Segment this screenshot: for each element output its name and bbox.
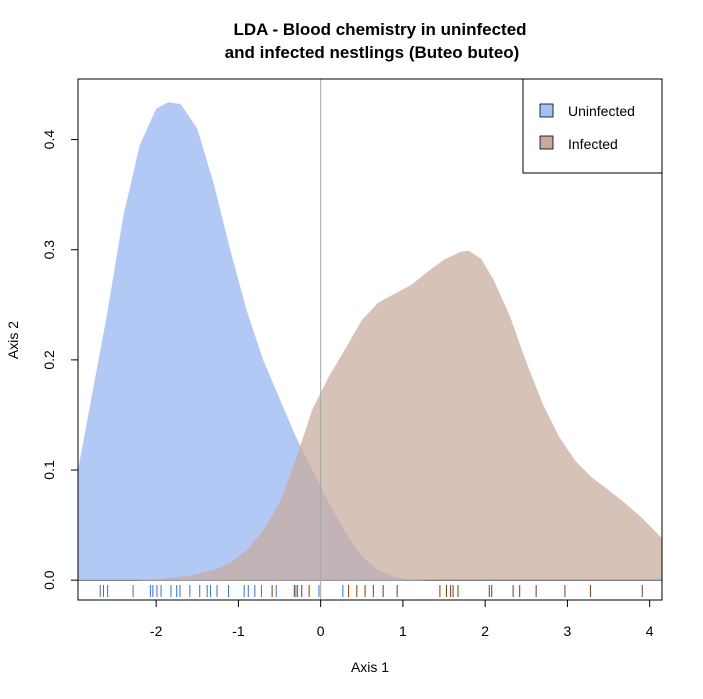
y-axis-label: Axis 2 bbox=[5, 321, 21, 359]
x-axis-label: Axis 1 bbox=[351, 659, 389, 675]
plot-frame bbox=[77, 78, 663, 601]
chart-title-line1: LDA - Blood chemistry in uninfected bbox=[233, 20, 526, 39]
legend-label-infected: Infected bbox=[568, 136, 618, 152]
density-area-uninfected bbox=[78, 102, 428, 581]
x-tick-label-1: -1 bbox=[232, 623, 245, 639]
plot-area bbox=[78, 79, 662, 600]
y-tick-label-0: 0.0 bbox=[41, 570, 57, 590]
legend-swatch-uninfected bbox=[539, 103, 554, 118]
x-tick-label-3: 1 bbox=[399, 623, 407, 639]
chart-title-line2: and infected nestlings (Buteo buteo) bbox=[225, 43, 520, 62]
density-area-infected bbox=[139, 250, 662, 581]
legend-label-uninfected: Uninfected bbox=[568, 103, 635, 119]
x-tick-label-5: 3 bbox=[564, 623, 572, 639]
legend-box bbox=[522, 78, 663, 174]
y-tick-label-3: 0.3 bbox=[41, 240, 57, 260]
x-tick-label-6: 4 bbox=[646, 623, 654, 639]
legend: Uninfected Infected bbox=[522, 78, 663, 174]
y-tick-label-1: 0.1 bbox=[41, 460, 57, 480]
y-tick-label-4: 0.4 bbox=[41, 130, 57, 150]
x-tick-label-2: 0 bbox=[317, 623, 325, 639]
x-axis: -2 -1 0 1 2 3 4 bbox=[150, 600, 654, 639]
y-axis: 0.0 0.1 0.2 0.3 0.4 bbox=[41, 130, 78, 590]
y-tick-label-2: 0.2 bbox=[41, 350, 57, 370]
x-tick-label-4: 2 bbox=[481, 623, 489, 639]
legend-swatch-infected bbox=[539, 135, 554, 150]
x-tick-label-0: -2 bbox=[150, 623, 163, 639]
